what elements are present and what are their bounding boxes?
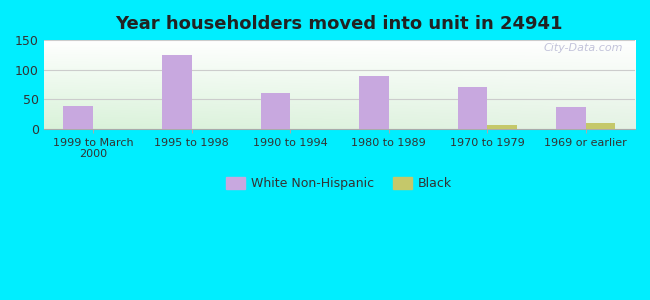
Bar <box>64 106 93 129</box>
Bar <box>586 123 616 129</box>
Bar <box>162 56 192 129</box>
Title: Year householders moved into unit in 24941: Year householders moved into unit in 249… <box>116 15 563 33</box>
Bar <box>359 76 389 129</box>
Bar <box>556 107 586 129</box>
Text: City-Data.com: City-Data.com <box>543 43 623 53</box>
Bar <box>261 93 290 129</box>
Bar <box>488 125 517 129</box>
Bar <box>458 87 488 129</box>
Legend: White Non-Hispanic, Black: White Non-Hispanic, Black <box>222 172 458 195</box>
